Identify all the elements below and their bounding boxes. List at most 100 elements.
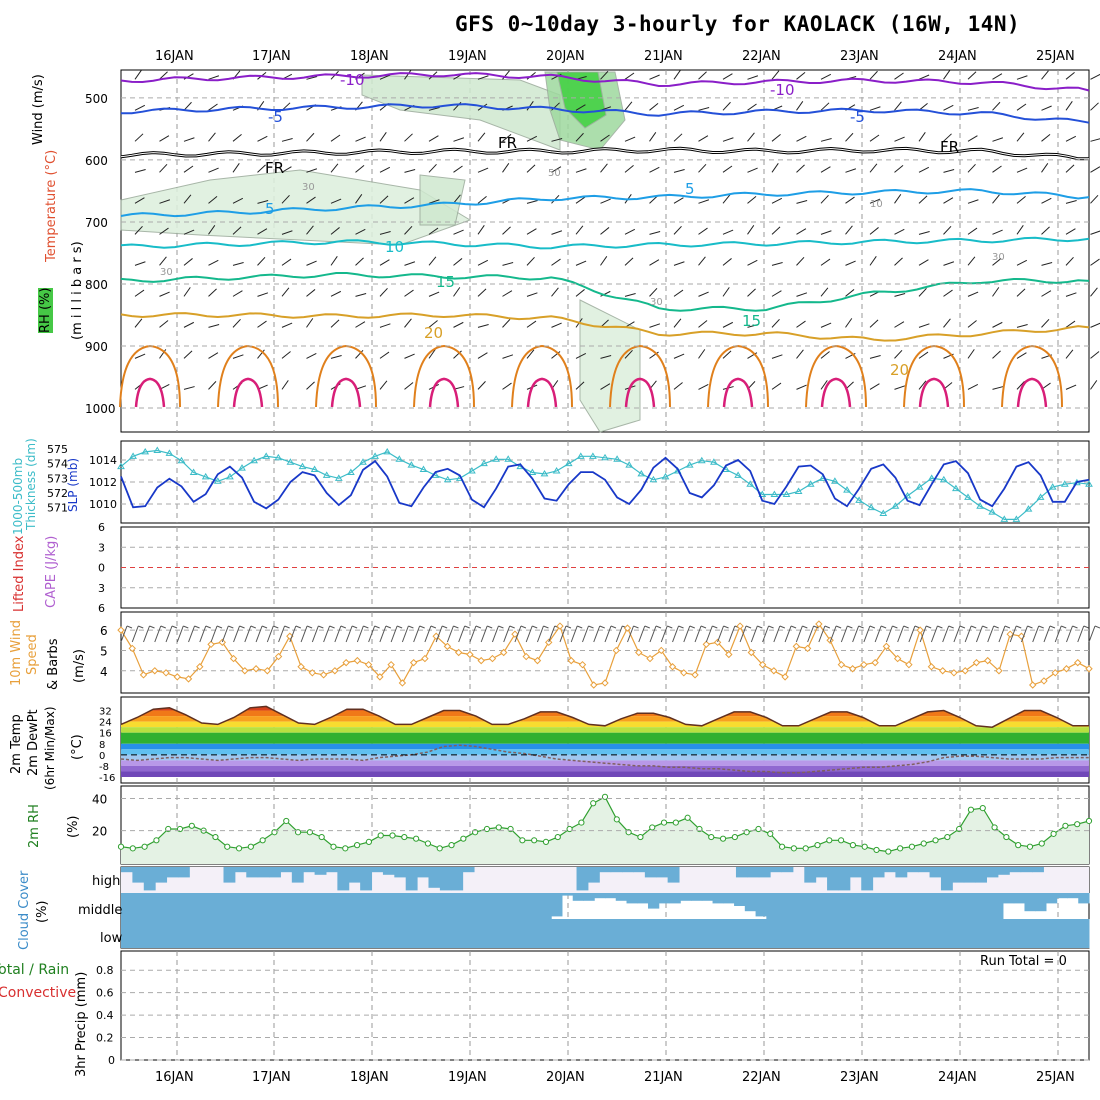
- wind-barb: [1016, 132, 1025, 142]
- cloud-cell-high: [622, 867, 634, 873]
- wind-barb: [208, 196, 218, 204]
- precip-label-a: Total / Rain: [0, 962, 70, 978]
- cloud-cell-middle: [497, 893, 509, 919]
- wind10-label-a: 10m Wind: [9, 619, 24, 686]
- wind-barb: [428, 135, 439, 142]
- wind-speed-point: [725, 650, 733, 659]
- cloud-cell-middle: [1078, 893, 1090, 904]
- wind-speed-point: [758, 660, 767, 669]
- wind-barb: [722, 287, 730, 297]
- cloud-cell-middle: [432, 893, 445, 919]
- cloud-cell-middle: [712, 893, 724, 904]
- wind10-label-c: & Barbs: [46, 638, 61, 690]
- wind-barb-10m-feather: [903, 625, 909, 629]
- wind-tick: 5: [100, 644, 108, 658]
- wind-speed-point: [409, 658, 418, 667]
- wind-barb: [771, 290, 782, 297]
- wind-barb: [428, 320, 438, 328]
- wind-barb: [600, 227, 610, 235]
- temp-line: [120, 705, 1089, 728]
- cape-label: CAPE (J/kg): [44, 535, 59, 608]
- wind-barb: [624, 136, 636, 142]
- wind-barb: [1090, 287, 1098, 297]
- temp-tick: -16: [99, 773, 115, 784]
- wind-barb: [820, 351, 830, 359]
- day-label-bottom: 22JAN: [742, 1070, 781, 1085]
- wind-barb: [1065, 228, 1076, 235]
- wind-barb-10m-feather: [228, 625, 234, 629]
- wind-barb: [183, 350, 193, 359]
- wind-barb-10m-feather: [261, 625, 268, 629]
- wind-barb: [600, 256, 608, 266]
- thickness-point: [867, 503, 876, 511]
- temp-band: [121, 765, 1089, 772]
- wind-speed-point: [331, 667, 339, 675]
- wind-barb-10m: [1077, 625, 1085, 643]
- wind-barb: [453, 287, 461, 297]
- wind-barb: [649, 166, 660, 173]
- wind-speed-point: [522, 652, 530, 661]
- wind-barb: [183, 137, 195, 142]
- wind-barb: [747, 259, 758, 266]
- wind-barb: [649, 103, 659, 111]
- wind-barb: [551, 258, 561, 266]
- wind-barb-10m: [784, 625, 792, 643]
- precip-tick: 0.2: [96, 1032, 114, 1045]
- wind-barb: [306, 225, 314, 235]
- cloud-cell-high: [997, 867, 1010, 875]
- slp-tick: 1012: [89, 476, 117, 489]
- run-total-label: Run Total = 0: [980, 954, 1067, 969]
- wind-barb: [257, 292, 269, 297]
- wind-speed-point: [545, 638, 553, 647]
- wind-barb: [1090, 138, 1100, 142]
- wind-barb-10m-feather: [487, 625, 493, 629]
- isotherm-25-loop: [217, 344, 279, 408]
- wind-barb: [134, 261, 146, 266]
- wind-barb: [526, 320, 537, 328]
- isotherm-line-inner: [120, 147, 1090, 160]
- wind-barb: [526, 200, 538, 204]
- cloud-cell-low: [927, 919, 939, 948]
- wind-speed-point: [1006, 630, 1014, 638]
- cloud-cell-middle: [744, 893, 757, 912]
- wind-barb: [967, 383, 979, 390]
- thk-tick: 575: [47, 443, 68, 456]
- cloud-cell-low: [605, 919, 617, 948]
- cloud-cell-middle: [293, 893, 305, 919]
- cloud-cell-high: [587, 867, 600, 883]
- wind-barb-10m: [199, 625, 207, 643]
- cloud-cell-low: [465, 919, 477, 948]
- wind-barb: [330, 227, 340, 235]
- wind-barb-10m: [266, 625, 274, 643]
- cloud-cell-high: [382, 867, 395, 875]
- wind-barb: [747, 288, 756, 297]
- thickness-point: [226, 472, 234, 480]
- wind-speed-point: [432, 632, 440, 640]
- wind-barb: [992, 73, 1003, 80]
- isotherm-30-loop: [428, 377, 460, 408]
- pressure-tick: 900: [85, 340, 108, 354]
- cloud-cell-low: [336, 919, 348, 948]
- cloud-cell-low: [992, 919, 1004, 948]
- wind-barb: [992, 258, 1002, 266]
- day-label-top: 25JAN: [1036, 49, 1075, 64]
- wind-barb: [306, 289, 316, 297]
- li-tick: 3: [98, 541, 105, 554]
- thickness-point: [504, 455, 513, 462]
- cloud-cell-low: [691, 919, 703, 948]
- wind-barb-10m: [1020, 625, 1028, 643]
- wind-speed-point: [916, 626, 924, 634]
- wind-barb-10m-feather: [374, 625, 380, 629]
- thickness-point: [927, 474, 936, 481]
- wind-barb-10m: [503, 625, 511, 643]
- wind-barb-10m: [717, 625, 725, 643]
- cloud-cell-middle: [755, 893, 767, 917]
- wind-barb: [208, 352, 219, 359]
- wind-barb: [894, 165, 904, 173]
- rh-point: [920, 840, 927, 847]
- cloud-cell-high: [360, 867, 373, 891]
- rh-point: [566, 825, 573, 833]
- thickness-point: [1024, 505, 1033, 512]
- wind-speed-point: [781, 673, 789, 681]
- wind-barb: [894, 136, 905, 142]
